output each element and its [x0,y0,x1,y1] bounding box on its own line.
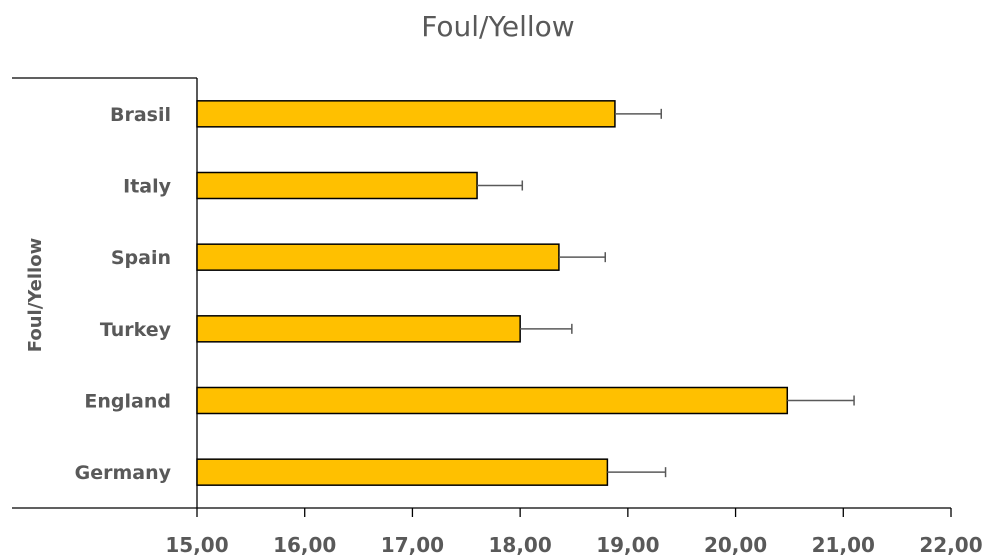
plot-area: 15,00 16,00 17,00 18,00 19,00 20,00 21,00 22,00… [12,77,983,557]
bar [196,315,521,343]
x-tick-label: 21,00 [812,533,875,557]
bar [196,171,478,200]
x-tick-label: 16,00 [273,533,336,557]
x-tick-label: 22,00 [919,533,982,557]
bar [196,458,609,486]
category-label: Brasil [110,104,171,126]
chart-title: Foul/Yellow [421,10,574,43]
bar [196,243,560,271]
category-label: England [84,391,171,413]
category-label: Turkey [100,319,172,341]
y-axis-title: Foul/Yellow [25,238,46,352]
x-tick-label: 17,00 [381,533,444,557]
category-label: Italy [123,176,171,198]
x-tick-label: 19,00 [596,533,659,557]
bar [196,386,789,415]
x-tick-label: 18,00 [489,533,552,557]
x-tick-label: 15,00 [165,533,228,557]
x-tick-label: 20,00 [704,533,767,557]
bar [196,100,616,128]
category-label: Spain [111,247,171,269]
category-label: Germany [75,462,172,484]
